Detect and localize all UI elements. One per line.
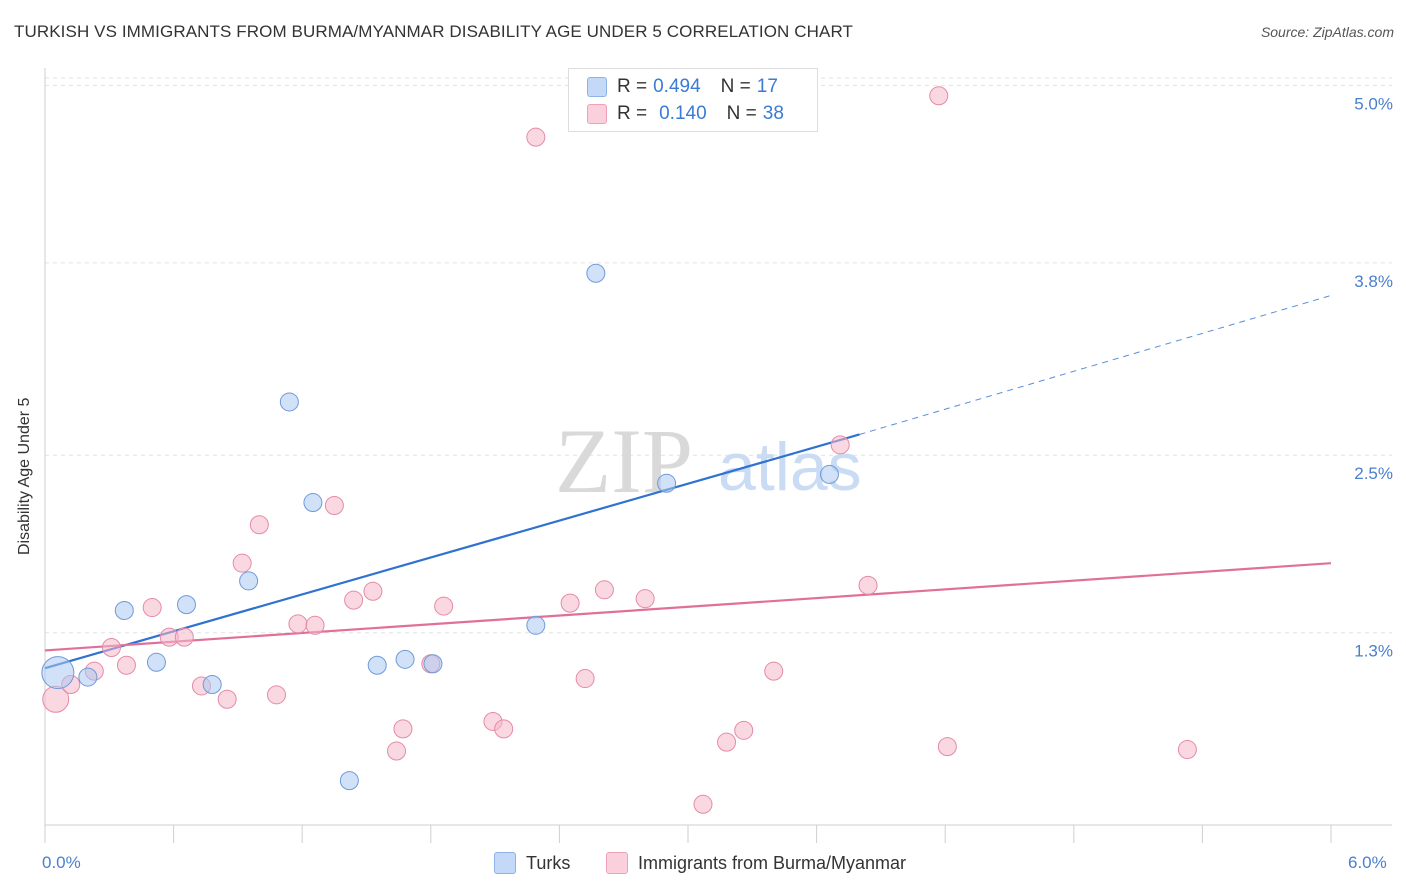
bottom-legend-label-turks: Turks	[526, 852, 571, 873]
turks-point	[78, 667, 98, 687]
bottom-legend-turks: Turks	[494, 852, 570, 874]
stats-legend: R = 0.494 N = 17 R = 0.140 N = 38	[568, 68, 818, 132]
legend-n-value-turks: 17	[756, 76, 778, 97]
burma-point	[324, 495, 344, 515]
burma-point	[217, 689, 237, 709]
turks-point	[279, 392, 299, 412]
turks-point	[367, 655, 387, 675]
y-axis-label: Disability Age Under 5	[16, 397, 33, 555]
turks-point	[423, 654, 443, 674]
burma-point	[266, 685, 286, 705]
turks-point	[114, 601, 134, 621]
turks-point	[239, 571, 259, 591]
burma-point	[1177, 740, 1197, 760]
burma-point	[575, 669, 595, 689]
burma-point	[434, 596, 454, 616]
burma-point	[344, 590, 364, 610]
gridlines	[45, 77, 1392, 634]
legend-n-label: N =	[720, 76, 751, 97]
chart-title: TURKISH VS IMMIGRANTS FROM BURMA/MYANMAR…	[14, 22, 853, 41]
turks-point	[41, 656, 75, 690]
turks-point	[586, 263, 606, 283]
legend-r-label: R =	[617, 76, 648, 97]
burma-point	[594, 580, 614, 600]
y-tick-label: 5.0%	[1354, 94, 1393, 113]
legend-row-burma: R = 0.140 N = 38	[587, 101, 784, 127]
y-tick-label: 1.3%	[1354, 642, 1393, 661]
burma-point	[363, 581, 383, 601]
turks-point	[146, 652, 166, 672]
burma-point	[387, 741, 407, 761]
turks-point	[176, 595, 196, 615]
x-tick-min: 0.0%	[42, 853, 81, 872]
legend-r-label: R =	[617, 103, 648, 124]
burma-point	[929, 86, 949, 106]
source-label: Source: ZipAtlas.com	[1260, 24, 1394, 40]
watermark: ZIP atlas	[555, 410, 862, 512]
burma-point	[526, 127, 546, 147]
burma-point	[249, 515, 269, 535]
burma-point	[393, 719, 413, 739]
legend-r-value-burma: 0.140	[659, 103, 707, 124]
trend-line-turks-extension	[859, 294, 1332, 435]
turks-point	[303, 493, 323, 513]
legend-n-value-burma: 38	[762, 103, 784, 124]
legend-n-label: N =	[726, 103, 757, 124]
burma-point	[734, 720, 754, 740]
burma-point	[142, 598, 162, 618]
watermark-zip: ZIP	[555, 410, 693, 512]
y-tick-labels: 1.3% 2.5% 3.8% 5.0%	[1354, 94, 1393, 660]
legend-row-turks: R = 0.494 N = 17	[587, 74, 778, 100]
bottom-legend-swatch-turks	[494, 852, 516, 874]
bottom-legend-burma: Immigrants from Burma/Myanmar	[606, 852, 906, 874]
x-tick-max: 6.0%	[1348, 853, 1387, 872]
burma-point	[116, 655, 136, 675]
burma-point	[288, 614, 308, 634]
y-tick-label: 3.8%	[1354, 272, 1393, 291]
legend-r-value-turks: 0.494	[653, 76, 701, 97]
burma-point	[560, 593, 580, 613]
axes	[44, 68, 1392, 843]
burma-point	[830, 435, 850, 455]
burma-point	[717, 732, 737, 752]
y-tick-label: 2.5%	[1354, 464, 1393, 483]
turks-point	[395, 649, 415, 669]
turks-point	[657, 473, 677, 493]
burma-point	[305, 615, 325, 635]
burma-point	[858, 575, 878, 595]
burma-point	[101, 637, 121, 657]
burma-point	[937, 737, 957, 757]
legend-swatch-turks	[587, 77, 607, 97]
turks-point	[339, 771, 359, 791]
legend-swatch-burma	[587, 104, 607, 124]
turks-point	[526, 615, 546, 635]
burma-point	[635, 589, 655, 609]
burma-point	[764, 661, 784, 681]
data-points	[41, 86, 1197, 814]
trend-line-burma	[44, 562, 1332, 652]
burma-point	[693, 794, 713, 814]
burma-point	[494, 719, 514, 739]
burma-point	[232, 553, 252, 573]
bottom-legend-label-burma: Immigrants from Burma/Myanmar	[638, 852, 907, 873]
turks-point	[202, 674, 222, 694]
burma-point	[174, 627, 194, 647]
turks-point	[819, 464, 839, 484]
bottom-legend-swatch-burma	[606, 852, 628, 874]
